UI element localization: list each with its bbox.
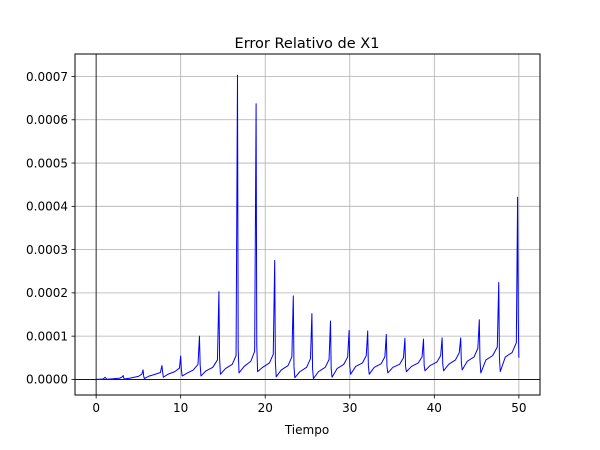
y-tick-label: 0.0001 (26, 329, 68, 343)
y-tick-label: 0.0007 (26, 70, 68, 84)
x-tick-label: 30 (342, 401, 357, 415)
y-tick-label: 0.0000 (26, 373, 68, 387)
x-tick-label: 40 (427, 401, 442, 415)
y-tick-label: 0.0002 (26, 286, 68, 300)
x-tick-label: 50 (511, 401, 526, 415)
series-group (96, 74, 520, 380)
plot-area-frame (74, 53, 541, 396)
y-axis: 0.0000 0.0001 0.0002 0.0003 0.0004 0.0005 0.00… (26, 70, 75, 387)
x-tick-label: 0 (92, 401, 100, 415)
x-axis-label: Tiempo (284, 423, 329, 437)
y-tick-label: 0.0004 (26, 200, 68, 214)
series-line (96, 74, 520, 380)
x-axis: 0 10 20 30 40 50 (92, 395, 527, 415)
zero-lines (75, 54, 540, 395)
y-tick-label: 0.0005 (26, 156, 68, 170)
y-tick-label: 0.0003 (26, 243, 68, 257)
y-tick-label: 0.0006 (26, 113, 68, 127)
x-tick-label: 10 (173, 401, 188, 415)
x-tick-label: 20 (258, 401, 273, 415)
chart-title: Error Relativo de X1 (235, 36, 380, 52)
grid-lines (75, 54, 540, 395)
